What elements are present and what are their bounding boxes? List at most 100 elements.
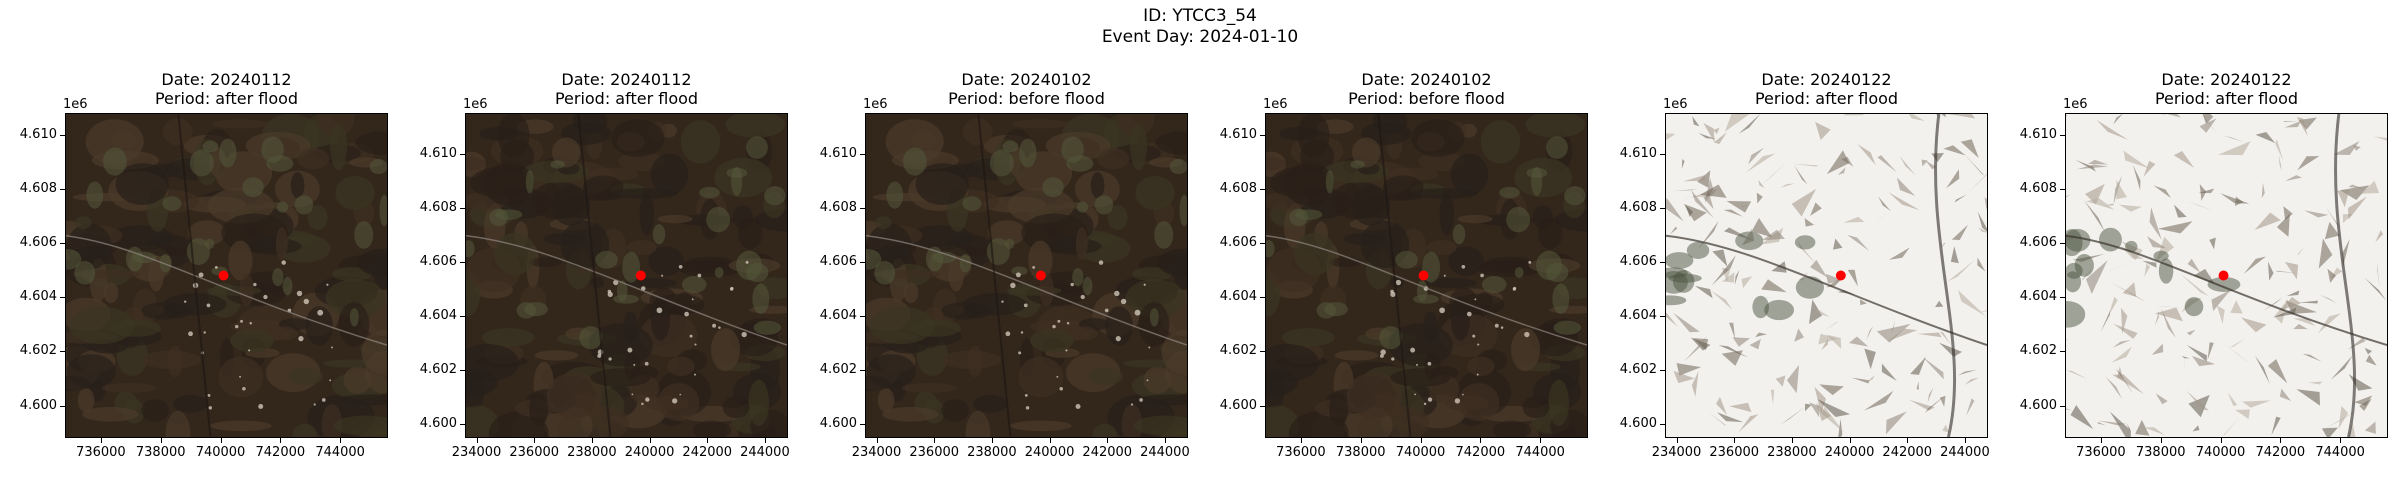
y-tick-mark xyxy=(460,207,465,209)
panel-period: Period: before flood xyxy=(948,89,1105,108)
x-tick-mark xyxy=(280,438,282,443)
y-tick-mark xyxy=(1260,243,1265,244)
x-tick-label: 244000 xyxy=(1140,445,1190,460)
x-tick-label: 744000 xyxy=(2315,445,2365,460)
y-tick-label: 4.600 xyxy=(419,416,457,432)
x-tick-mark xyxy=(1964,438,1966,443)
image-panel-4: Date: 20240102 Period: before flood 1e6 4.6… xyxy=(1208,70,1588,500)
x-tick-mark xyxy=(1480,438,1482,443)
figure-id: ID: YTCC3_54 xyxy=(1143,6,1257,26)
x-tick-label: 242000 xyxy=(1882,445,1933,460)
x-tick-label: 742000 xyxy=(255,445,306,460)
y-tick-label: 4.610 xyxy=(1219,126,1257,142)
y-tick-label: 4.600 xyxy=(19,397,57,413)
y-tick-label: 4.606 xyxy=(419,253,457,269)
y-tick-label: 4.604 xyxy=(419,308,457,324)
y-tick-mark xyxy=(2060,134,2065,136)
x-tick-mark xyxy=(160,438,162,443)
y-tick-label: 4.608 xyxy=(1219,180,1257,196)
y-tick-mark xyxy=(60,243,65,244)
panel-date: Date: 20240102 xyxy=(961,70,1092,89)
y-tick-label: 4.606 xyxy=(19,235,57,250)
y-tick-mark xyxy=(1260,134,1265,136)
x-tick-label: 236000 xyxy=(1709,445,1760,460)
x-tick-label: 240000 xyxy=(1024,445,1075,460)
panel-title: Date: 20240102 Period: before flood xyxy=(1265,70,1588,108)
y-tick-label: 4.602 xyxy=(1619,362,1657,378)
panel-title: Date: 20240122 Period: after flood xyxy=(1665,70,1988,108)
x-tick-mark xyxy=(1907,438,1909,443)
y-tick-mark xyxy=(860,153,865,155)
x-tick-label: 738000 xyxy=(135,445,186,460)
x-tick-mark xyxy=(2100,438,2102,443)
image-panel-1: Date: 20240112 Period: after flood 1e6 4.61… xyxy=(8,70,388,500)
satellite-image-content xyxy=(1266,114,1587,437)
y-tick-mark xyxy=(860,261,865,263)
x-tick-label: 234000 xyxy=(1651,445,1702,460)
satellite-image xyxy=(865,113,1188,438)
x-tick-mark xyxy=(2160,438,2162,443)
x-tick-mark xyxy=(1049,438,1051,443)
y-tick-mark xyxy=(1260,297,1265,299)
y-tick-label: 4.610 xyxy=(819,145,857,161)
satellite-image-content xyxy=(1666,114,1987,437)
y-tick-label: 4.608 xyxy=(419,199,457,215)
panel-title: Date: 20240112 Period: after flood xyxy=(465,70,788,108)
x-tick-mark xyxy=(991,438,993,443)
x-tick-mark xyxy=(476,438,478,443)
y-tick-mark xyxy=(1260,405,1265,407)
y-tick-label: 4.604 xyxy=(2019,289,2057,305)
x-tick-label: 240000 xyxy=(624,445,675,460)
panel-period: Period: after flood xyxy=(154,89,299,108)
x-tick-label: 234000 xyxy=(451,445,502,460)
location-marker xyxy=(218,270,229,281)
location-marker xyxy=(1035,270,1046,281)
y-tick-mark xyxy=(2060,405,2065,407)
x-tick-label: 234000 xyxy=(851,445,902,460)
x-tick-mark xyxy=(1849,438,1851,443)
image-panel-2: Date: 20240112 Period: after flood 1e6 4.61… xyxy=(408,70,790,500)
x-tick-label: 742000 xyxy=(1455,445,1506,460)
y-tick-label: 4.604 xyxy=(819,308,857,324)
y-tick-mark xyxy=(2060,351,2065,353)
y-tick-label: 4.604 xyxy=(1619,308,1657,324)
y-tick-label: 4.610 xyxy=(2019,126,2057,142)
y-axis-offset: 1e6 xyxy=(1663,97,1688,112)
y-tick-label: 4.602 xyxy=(419,362,457,378)
y-axis-offset: 1e6 xyxy=(2063,97,2088,112)
image-panel-3: Date: 20240102 Period: before flood 1e6 4.6… xyxy=(808,70,1190,500)
panel-period: Period: after flood xyxy=(554,89,699,108)
panel-date: Date: 20240112 xyxy=(161,70,292,89)
panel-date: Date: 20240102 xyxy=(1361,70,1492,89)
x-tick-mark xyxy=(764,438,766,443)
y-tick-mark xyxy=(460,316,465,318)
location-marker xyxy=(635,270,646,281)
image-panel-6: Date: 20240122 Period: after flood 1e6 4.61… xyxy=(2008,70,2388,500)
x-tick-label: 242000 xyxy=(682,445,733,460)
y-axis-offset: 1e6 xyxy=(863,97,888,112)
satellite-image xyxy=(1665,113,1988,438)
figure-event-day: Event Day: 2024-01-10 xyxy=(1101,27,1299,47)
y-tick-label: 4.606 xyxy=(1219,235,1257,250)
satellite-image xyxy=(65,113,388,438)
satellite-image xyxy=(1265,113,1588,438)
y-tick-mark xyxy=(460,370,465,372)
x-tick-mark xyxy=(1540,438,1542,443)
y-tick-label: 4.600 xyxy=(2019,397,2057,413)
panel-date: Date: 20240122 xyxy=(1761,70,1892,89)
y-tick-label: 4.606 xyxy=(1619,253,1657,269)
y-tick-label: 4.606 xyxy=(819,253,857,269)
panel-period: Period: after flood xyxy=(1754,89,1899,108)
panel-date: Date: 20240122 xyxy=(2161,70,2292,89)
x-tick-label: 736000 xyxy=(76,445,126,460)
y-tick-mark xyxy=(1260,188,1265,190)
y-tick-mark xyxy=(1660,261,1665,263)
y-tick-label: 4.608 xyxy=(819,199,857,215)
satellite-image xyxy=(465,113,788,438)
x-tick-mark xyxy=(1300,438,1302,443)
x-tick-label: 738000 xyxy=(1335,445,1386,460)
x-tick-label: 236000 xyxy=(509,445,560,460)
x-tick-mark xyxy=(1676,438,1678,443)
y-tick-mark xyxy=(860,207,865,209)
y-tick-mark xyxy=(1660,424,1665,426)
